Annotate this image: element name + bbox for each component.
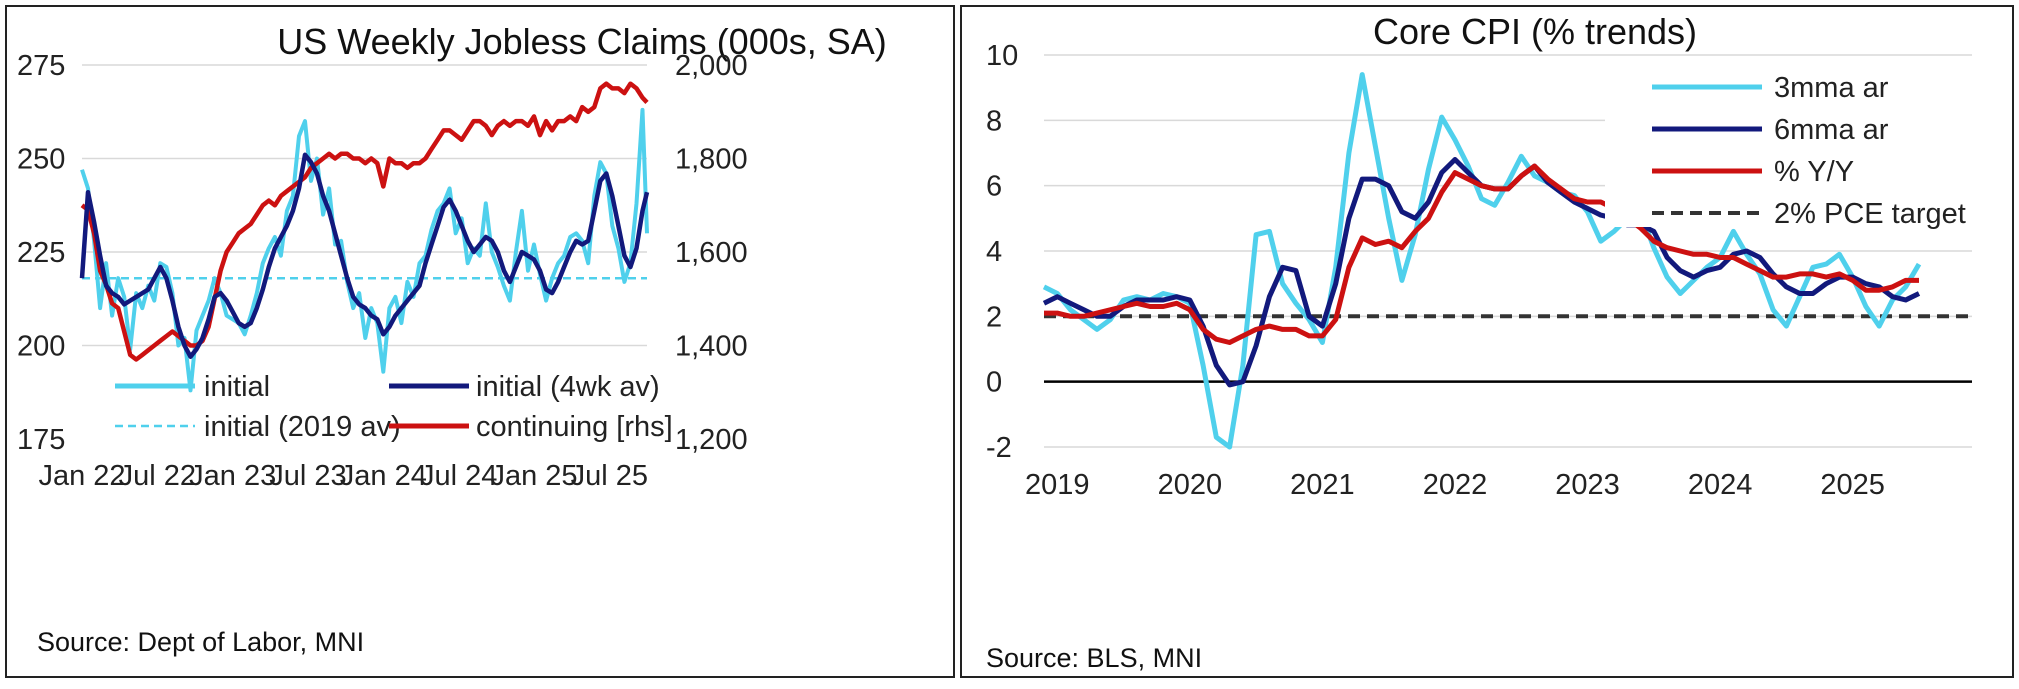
jobless-claims-chart: US Weekly Jobless Claims (000s, SA) Sour… xyxy=(17,21,887,657)
x-tick-label: Jan 25 xyxy=(490,460,577,492)
x-tick-label: Jan 24 xyxy=(340,460,427,492)
y-tick-label: 4 xyxy=(986,236,1002,268)
y-tick-label: 8 xyxy=(986,105,1002,137)
series-line-yy xyxy=(1044,163,1919,345)
x-tick-label: Jul 24 xyxy=(420,460,497,492)
x-tick-label: Jul 25 xyxy=(571,460,648,492)
y-left-tick-label: 175 xyxy=(17,424,65,456)
x-tick-label: 2021 xyxy=(1290,469,1355,501)
legend-label: % Y/Y xyxy=(1774,156,1854,188)
y-left-tick-label: 250 xyxy=(17,144,65,176)
y-left-tick-label: 225 xyxy=(17,237,65,269)
x-tick-label: 2022 xyxy=(1423,469,1488,501)
y-right-tick-label: 1,200 xyxy=(675,424,748,456)
y-tick-label: 0 xyxy=(986,367,1002,399)
legend-label: initial (4wk av) xyxy=(476,371,660,403)
legend-label: continuing [rhs] xyxy=(476,411,673,443)
y-tick-label: 2 xyxy=(986,301,1002,333)
series-line-continuing xyxy=(80,81,649,362)
y-tick-label: 10 xyxy=(986,40,1018,72)
chart-source: Source: BLS, MNI xyxy=(986,643,1202,673)
y-left-tick-label: 200 xyxy=(17,331,65,363)
chart-source: Source: Dept of Labor, MNI xyxy=(37,627,364,657)
chart-title: US Weekly Jobless Claims (000s, SA) xyxy=(277,21,887,62)
x-tick-label: 2024 xyxy=(1688,469,1753,501)
y-right-tick-label: 2,000 xyxy=(675,50,748,82)
y-tick-label: -2 xyxy=(986,432,1012,464)
x-tick-label: Jan 23 xyxy=(189,460,276,492)
y-right-tick-label: 1,600 xyxy=(675,237,748,269)
x-tick-label: 2020 xyxy=(1158,469,1223,501)
x-tick-label: 2023 xyxy=(1555,469,1620,501)
legend-label: initial xyxy=(204,371,270,403)
series-line-initial-4wk-av xyxy=(79,152,650,359)
y-right-tick-label: 1,800 xyxy=(675,144,748,176)
series-line-initial xyxy=(80,107,649,393)
x-tick-label: 2019 xyxy=(1025,469,1090,501)
core-cpi-chart-panel: Core CPI (% trends) Source: BLS, MNI -2 0… xyxy=(960,5,2014,678)
jobless-claims-chart-panel: US Weekly Jobless Claims (000s, SA) Sour… xyxy=(5,5,955,678)
core-cpi-chart: Core CPI (% trends) Source: BLS, MNI -2 0… xyxy=(986,11,1985,673)
legend-label: 3mma ar xyxy=(1774,72,1889,104)
legend-label: 2% PCE target xyxy=(1774,198,1966,230)
y-left-tick-label: 275 xyxy=(17,50,65,82)
y-right-tick-label: 1,400 xyxy=(675,331,748,363)
chart-title: Core CPI (% trends) xyxy=(1373,11,1697,52)
x-tick-label: Jan 22 xyxy=(38,460,125,492)
x-tick-label: Jul 22 xyxy=(119,460,196,492)
legend-label: initial (2019 av) xyxy=(204,411,401,443)
legend-label: 6mma ar xyxy=(1774,114,1889,146)
y-tick-label: 6 xyxy=(986,171,1002,203)
x-tick-label: 2025 xyxy=(1820,469,1885,501)
x-tick-label: Jul 23 xyxy=(269,460,346,492)
